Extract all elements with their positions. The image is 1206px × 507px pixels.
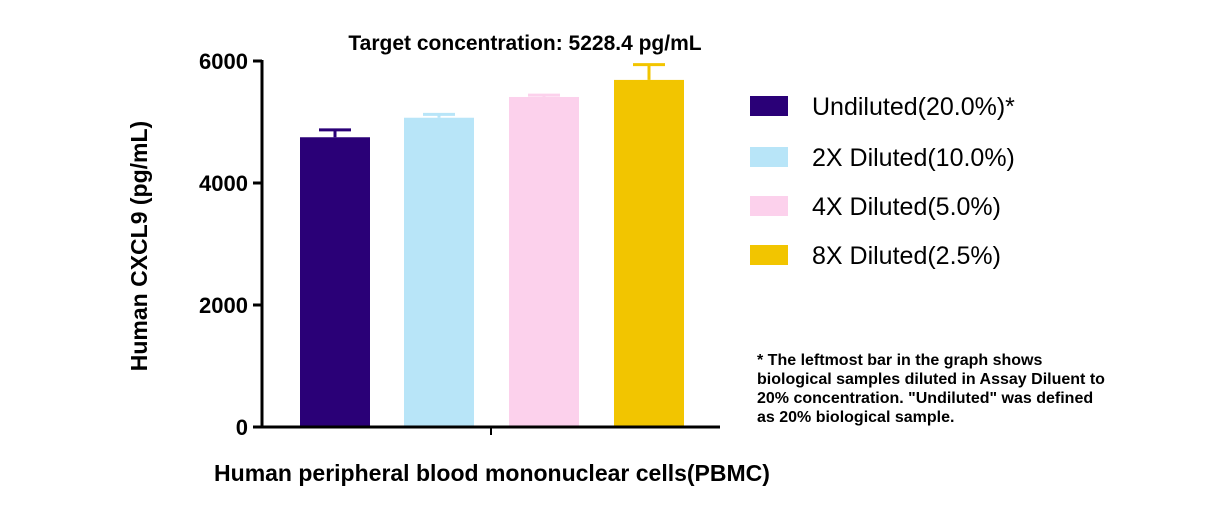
footnote-line: biological samples diluted in Assay Dilu… [757, 371, 1105, 388]
y-tick-label: 2000 [199, 293, 248, 318]
footnote-line: 20% concentration. "Undiluted" was defin… [757, 390, 1093, 407]
axes: 0 2000 4000 6000 [199, 49, 720, 440]
legend-swatch [750, 147, 788, 167]
chart-title: Target concentration: 5228.4 pg/mL [348, 32, 701, 55]
y-tick-label: 4000 [199, 171, 248, 196]
y-tick-label: 6000 [199, 49, 248, 74]
legend-swatch [750, 245, 788, 265]
bar [509, 96, 579, 428]
legend-label: 4X Diluted(5.0%) [812, 193, 1001, 221]
footnote-line: * The leftmost bar in the graph shows [757, 352, 1042, 369]
y-tick-label: 0 [236, 415, 248, 440]
bar [300, 137, 370, 427]
bar [614, 79, 684, 427]
footnote: * The leftmost bar in the graph shows bio… [757, 352, 1105, 426]
bar [404, 117, 474, 427]
x-axis-label: Human peripheral blood mononuclear cells… [214, 460, 770, 486]
legend-swatch [750, 96, 788, 116]
y-axis-label: Human CXCL9 (pg/mL) [126, 121, 152, 371]
legend-label: 2X Diluted(10.0%) [812, 144, 1015, 172]
legend: Undiluted(20.0%)* 2X Diluted(10.0%) 4X Dil… [750, 93, 1015, 270]
legend-swatch [750, 196, 788, 216]
legend-label: 8X Diluted(2.5%) [812, 242, 1001, 270]
footnote-line: as 20% biological sample. [757, 409, 954, 426]
bars [300, 63, 684, 428]
legend-label: Undiluted(20.0%)* [812, 93, 1015, 121]
